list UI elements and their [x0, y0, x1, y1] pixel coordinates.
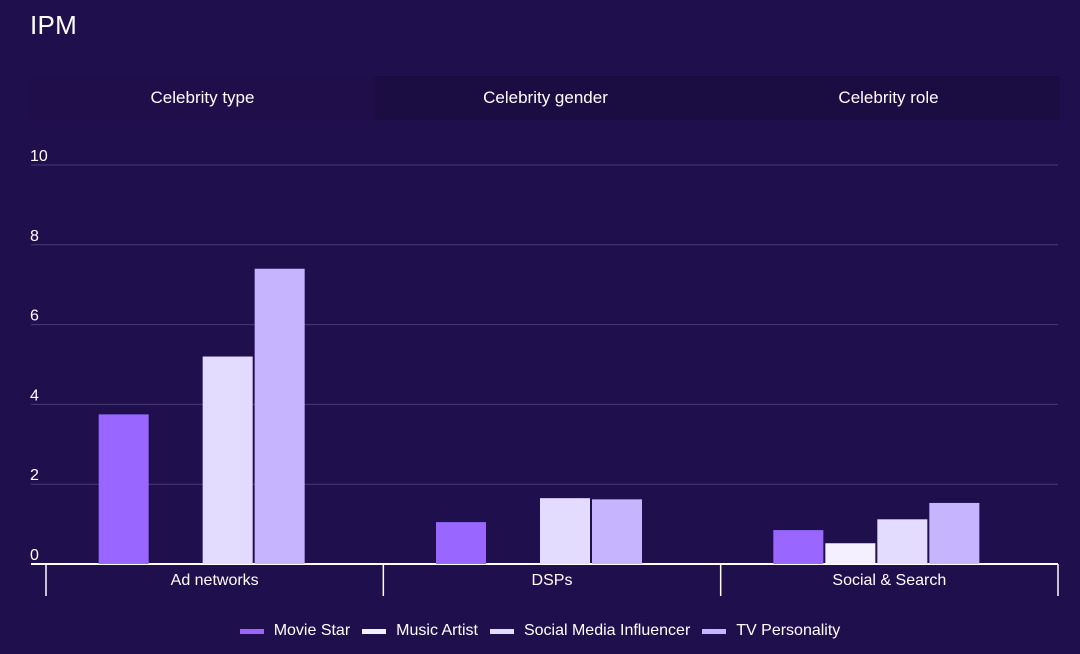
- legend-swatch: [702, 628, 727, 634]
- y-tick-label: 8: [30, 228, 39, 245]
- y-tick-label: 0: [30, 547, 39, 564]
- tab-bar: Celebrity type Celebrity gender Celebrit…: [31, 76, 1060, 120]
- legend-swatch: [489, 628, 514, 634]
- tab-celebrity-type[interactable]: Celebrity type: [31, 76, 374, 120]
- bar: [98, 414, 149, 564]
- bar: [540, 498, 590, 564]
- y-tick-label: 2: [30, 467, 39, 484]
- x-tick-label: DSPs: [532, 572, 573, 589]
- bar: [254, 268, 305, 564]
- x-tick-label: Social & Search: [832, 572, 946, 589]
- bar: [436, 522, 486, 564]
- legend-item[interactable]: Music Artist: [362, 622, 478, 640]
- tab-celebrity-gender[interactable]: Celebrity gender: [374, 76, 717, 120]
- legend-label: Social Media Influencer: [523, 622, 691, 639]
- chart-title: IPM: [30, 10, 78, 40]
- y-tick-label: 4: [30, 387, 39, 404]
- bar: [825, 543, 876, 564]
- legend-item[interactable]: Social Media Influencer: [489, 622, 691, 640]
- bar: [592, 499, 642, 564]
- legend-label: TV Personality: [736, 622, 841, 639]
- y-tick-label: 10: [30, 148, 48, 165]
- legend-label: Movie Star: [273, 622, 351, 639]
- bar: [202, 356, 253, 564]
- chart-legend: Movie Star Music Artist Social Media Influ…: [0, 622, 1080, 640]
- legend-item[interactable]: TV Personality: [702, 622, 840, 640]
- x-tick-label: Ad networks: [171, 572, 259, 589]
- bar: [877, 519, 928, 564]
- tab-celebrity-role[interactable]: Celebrity role: [717, 76, 1060, 120]
- legend-swatch: [362, 628, 387, 634]
- legend-item[interactable]: Movie Star: [239, 622, 351, 640]
- y-tick-label: 6: [30, 308, 39, 325]
- bar: [773, 530, 824, 564]
- legend-label: Music Artist: [396, 622, 478, 639]
- legend-swatch: [239, 628, 264, 634]
- bar: [929, 502, 980, 564]
